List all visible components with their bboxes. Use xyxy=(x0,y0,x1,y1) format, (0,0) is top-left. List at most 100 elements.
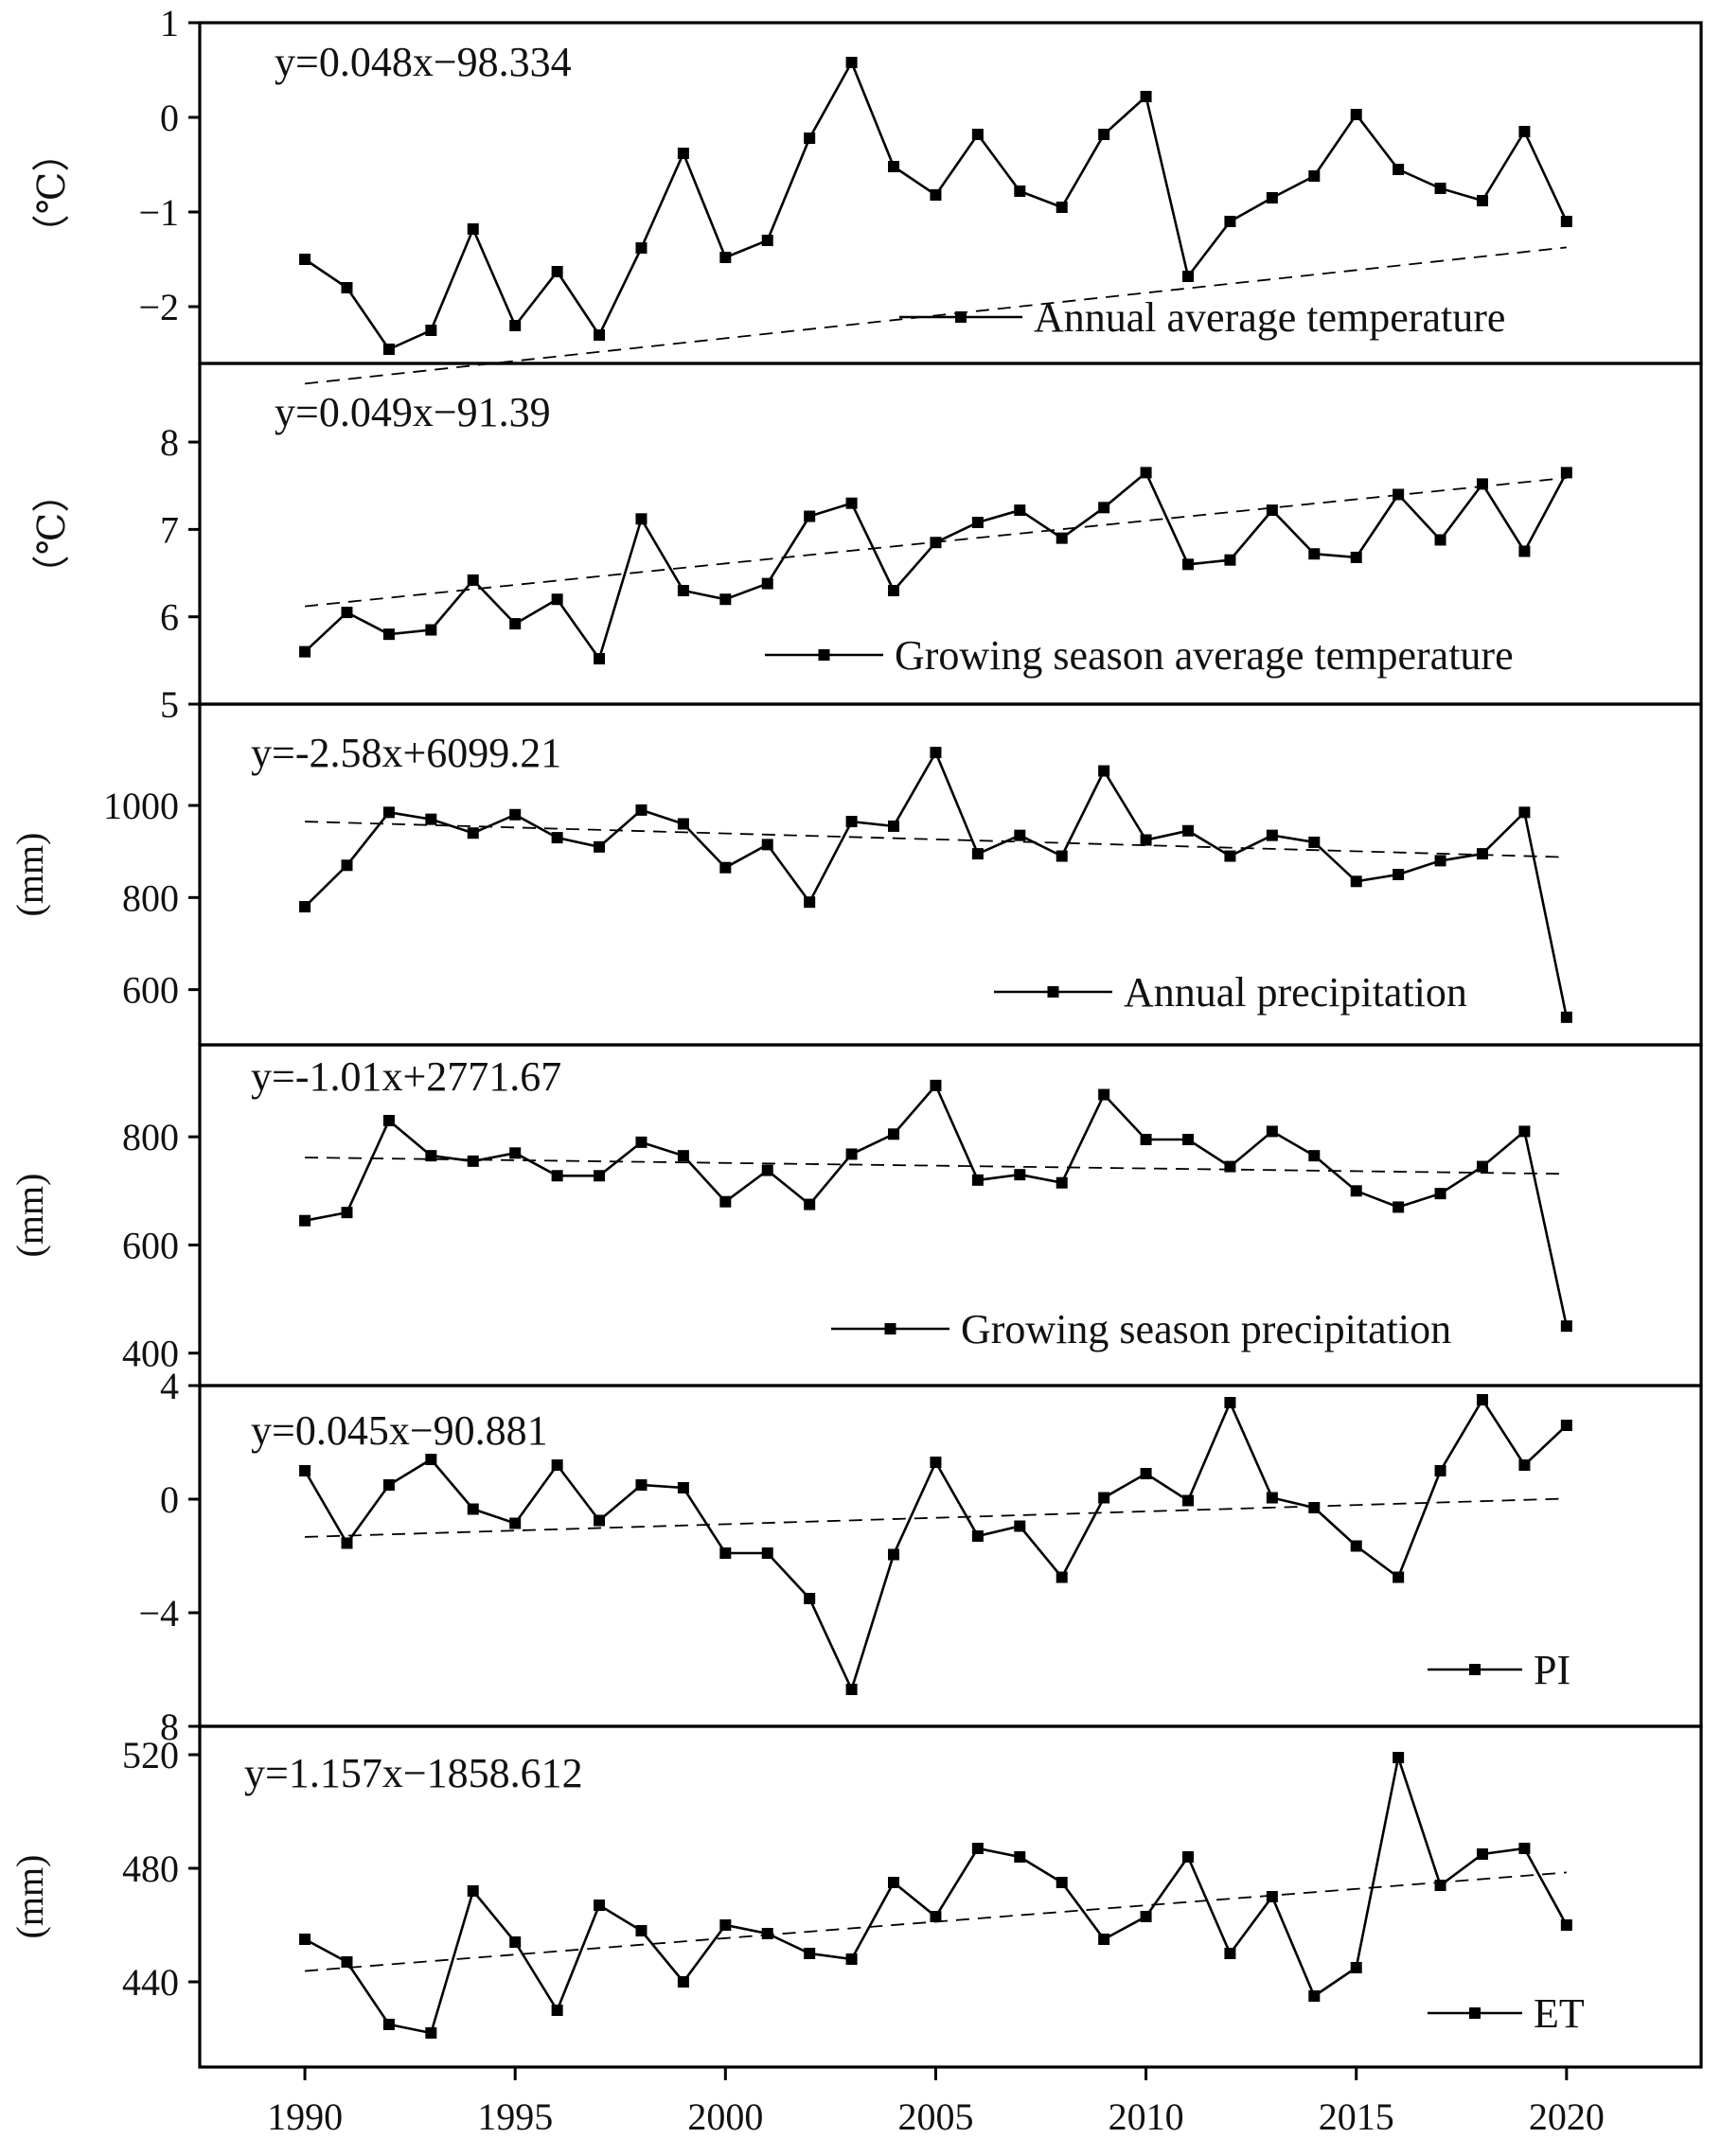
y-tick-label: 8 xyxy=(160,1705,179,1748)
data-point xyxy=(594,653,606,664)
data-point xyxy=(1560,467,1572,479)
panel-growing-season-temperature: 8 7 6 5 （℃） y=0.049x−91.39 Growing season aver… xyxy=(30,362,1703,726)
data-point xyxy=(677,148,689,159)
data-point xyxy=(425,1150,437,1162)
data-point xyxy=(1350,1185,1362,1197)
data-point xyxy=(1182,558,1195,571)
legend-label: Annual average temperature xyxy=(1034,294,1505,341)
data-point xyxy=(1476,1394,1488,1405)
y-tick-label: 8 xyxy=(160,421,179,464)
data-point xyxy=(425,1454,437,1465)
trend-equation: y=0.048x−98.334 xyxy=(275,39,572,85)
data-point xyxy=(1518,1459,1531,1471)
data-point xyxy=(1014,186,1026,197)
data-point xyxy=(382,1115,395,1126)
data-point xyxy=(1393,1201,1405,1213)
data-point xyxy=(1098,1492,1110,1504)
data-point xyxy=(382,1479,395,1491)
data-point xyxy=(1224,1948,1236,1959)
y-tick-label: 400 xyxy=(122,1333,179,1375)
data-point xyxy=(804,1198,816,1211)
y-tick-label: 440 xyxy=(122,1961,179,2004)
data-point xyxy=(845,497,858,509)
data-point xyxy=(341,859,353,872)
data-point xyxy=(888,1548,900,1561)
data-point xyxy=(1266,829,1278,841)
data-point xyxy=(467,827,479,839)
data-point xyxy=(677,1976,689,1988)
data-point xyxy=(719,1195,732,1208)
legend-marker xyxy=(1469,1664,1481,1675)
panel-pi: 4 0 −4 8 y=0.045x−90.881 PI xyxy=(138,1365,1703,1748)
data-point xyxy=(1056,1877,1068,1888)
data-point xyxy=(1308,1990,1321,2002)
y-axis-label: (mm) xyxy=(9,833,51,917)
y-tick-label: 5 xyxy=(160,683,179,726)
data-point xyxy=(1056,1176,1068,1189)
legend-label: Growing season average temperature xyxy=(895,632,1514,679)
data-point xyxy=(1224,554,1236,566)
data-point xyxy=(719,252,732,263)
data-point xyxy=(1560,1011,1572,1023)
data-point xyxy=(635,1479,648,1491)
data-point xyxy=(1434,534,1446,546)
data-point xyxy=(594,1170,606,1182)
data-point xyxy=(677,1150,689,1162)
data-point xyxy=(1434,1880,1446,1891)
y-tick-label: 600 xyxy=(122,1224,179,1266)
data-point xyxy=(425,813,437,825)
data-point xyxy=(1098,502,1110,514)
data-point xyxy=(1014,1851,1026,1863)
data-point xyxy=(1308,1150,1321,1162)
legend-marker xyxy=(818,649,830,661)
data-point xyxy=(1518,806,1531,819)
data-point xyxy=(509,1936,522,1948)
data-point xyxy=(299,1214,311,1227)
data-point xyxy=(761,235,773,246)
data-point xyxy=(341,282,353,293)
data-point xyxy=(1308,548,1321,560)
data-point xyxy=(677,818,689,830)
data-point xyxy=(930,747,942,759)
data-point xyxy=(299,254,311,265)
data-point xyxy=(551,266,563,277)
data-point xyxy=(594,840,606,853)
data-point xyxy=(1098,765,1110,777)
data-point xyxy=(1393,1752,1405,1763)
data-point xyxy=(1560,216,1572,227)
data-point xyxy=(467,574,479,586)
data-point xyxy=(382,628,395,641)
data-point xyxy=(719,1919,732,1931)
y-tick-label: 520 xyxy=(122,1734,179,1776)
data-point xyxy=(551,2005,563,2016)
data-point xyxy=(635,1925,648,1936)
data-point xyxy=(845,816,858,828)
data-point xyxy=(1224,850,1236,862)
data-point xyxy=(930,537,942,549)
data-point xyxy=(1266,1492,1278,1504)
data-point xyxy=(382,806,395,819)
y-tick-label: 800 xyxy=(122,876,179,919)
data-point xyxy=(1140,1468,1152,1479)
data-point xyxy=(1308,836,1321,848)
data-point xyxy=(1140,467,1152,479)
data-point xyxy=(299,1465,311,1476)
x-tick-label: 2000 xyxy=(687,2095,763,2138)
data-point xyxy=(1393,164,1405,175)
y-tick-label: 600 xyxy=(122,969,179,1012)
data-point xyxy=(761,1547,773,1559)
panel-growing-season-precipitation: 800 600 400 (mm) y=-1.01x+2771.67 Growing sea… xyxy=(9,1043,1703,1387)
data-point xyxy=(719,593,732,606)
y-tick-label: −2 xyxy=(138,286,179,328)
data-point xyxy=(1518,1125,1531,1138)
data-point xyxy=(971,848,984,860)
data-point xyxy=(1014,1520,1026,1532)
data-point xyxy=(971,517,984,528)
data-point xyxy=(1182,271,1195,282)
y-tick-label: 1000 xyxy=(103,785,179,827)
data-point xyxy=(425,2027,437,2039)
data-point xyxy=(1308,170,1321,182)
data-point xyxy=(804,133,816,144)
data-point xyxy=(1140,834,1152,846)
